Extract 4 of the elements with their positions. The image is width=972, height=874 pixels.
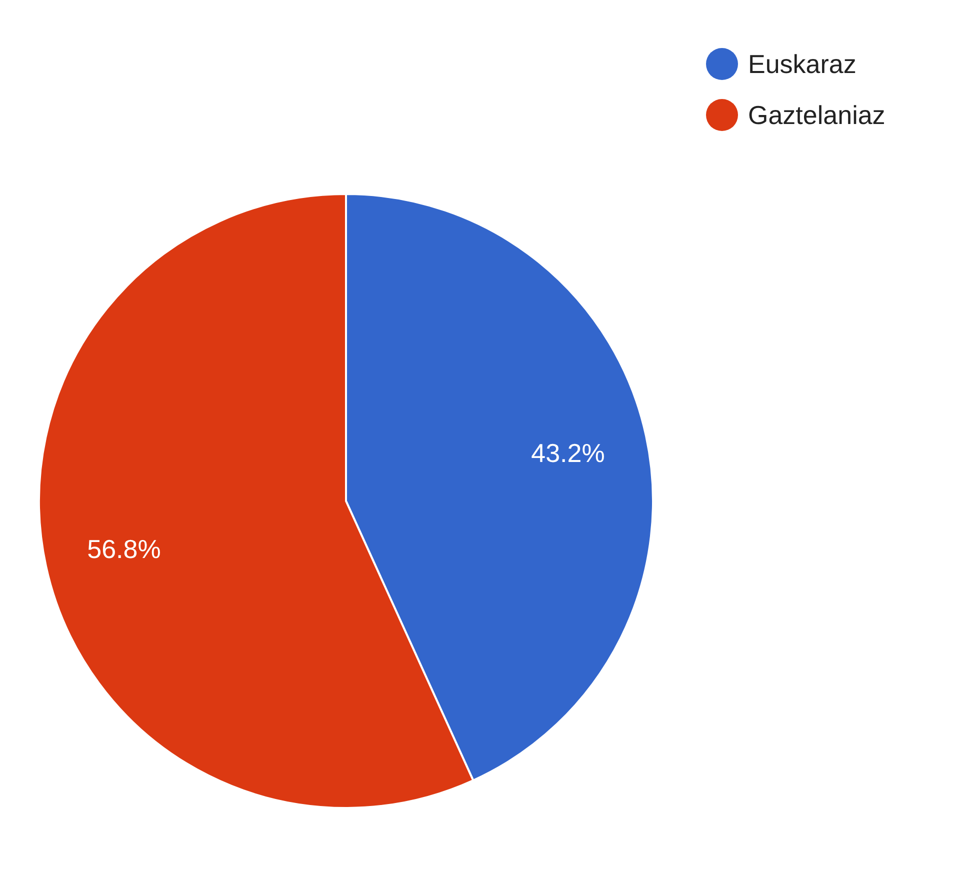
legend-label: Euskaraz: [748, 49, 856, 79]
legend-label: Gaztelaniaz: [748, 100, 886, 130]
data-label: 56.8%: [87, 534, 161, 564]
data-label: 43.2%: [531, 438, 605, 468]
